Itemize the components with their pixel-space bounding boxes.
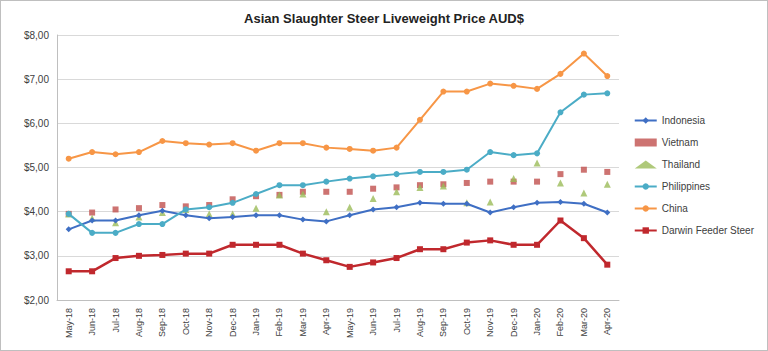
svg-text:Apr-19: Apr-19 [321,308,331,335]
svg-text:Jun-18: Jun-18 [87,308,97,336]
svg-text:Feb-19: Feb-19 [274,308,284,337]
svg-text:$4,00: $4,00 [24,206,49,217]
svg-text:Feb-20: Feb-20 [555,308,565,337]
svg-text:$8,00: $8,00 [24,30,49,41]
svg-text:Aug-19: Aug-19 [415,308,425,337]
svg-text:$6,00: $6,00 [24,118,49,129]
svg-text:Asian Slaughter Steer Liveweig: Asian Slaughter Steer Liveweight Price A… [244,11,525,26]
svg-text:Oct-19: Oct-19 [462,308,472,335]
svg-text:Nov-18: Nov-18 [204,308,214,337]
svg-text:$2,00: $2,00 [24,295,49,306]
svg-text:Dec-19: Dec-19 [509,308,519,337]
svg-text:Vietnam: Vietnam [662,137,699,148]
svg-text:Jan-19: Jan-19 [251,308,261,336]
svg-text:$7,00: $7,00 [24,74,49,85]
svg-text:Thailand: Thailand [662,159,700,170]
svg-text:Aug-18: Aug-18 [134,308,144,337]
svg-text:Jul-19: Jul-19 [392,308,402,333]
svg-text:Philippines: Philippines [662,181,710,192]
svg-text:Mar-20: Mar-20 [579,308,589,337]
svg-text:Nov-19: Nov-19 [485,308,495,337]
svg-text:Sep-18: Sep-18 [157,308,167,337]
svg-text:Jan-20: Jan-20 [532,308,542,336]
svg-text:China: China [662,203,689,214]
svg-text:$3,00: $3,00 [24,250,49,261]
svg-text:Jun-19: Jun-19 [368,308,378,336]
svg-text:Darwin Feeder Steer: Darwin Feeder Steer [662,225,755,236]
svg-text:Apr-20: Apr-20 [602,308,612,335]
svg-text:May-18: May-18 [64,308,74,338]
svg-text:May-19: May-19 [345,308,355,338]
svg-text:Oct-18: Oct-18 [181,308,191,335]
svg-text:Sep-19: Sep-19 [438,308,448,337]
svg-text:Mar-19: Mar-19 [298,308,308,337]
svg-text:Indonesia: Indonesia [662,115,706,126]
svg-text:$5,00: $5,00 [24,162,49,173]
svg-text:Dec-18: Dec-18 [228,308,238,337]
svg-text:Jul-18: Jul-18 [111,308,121,333]
